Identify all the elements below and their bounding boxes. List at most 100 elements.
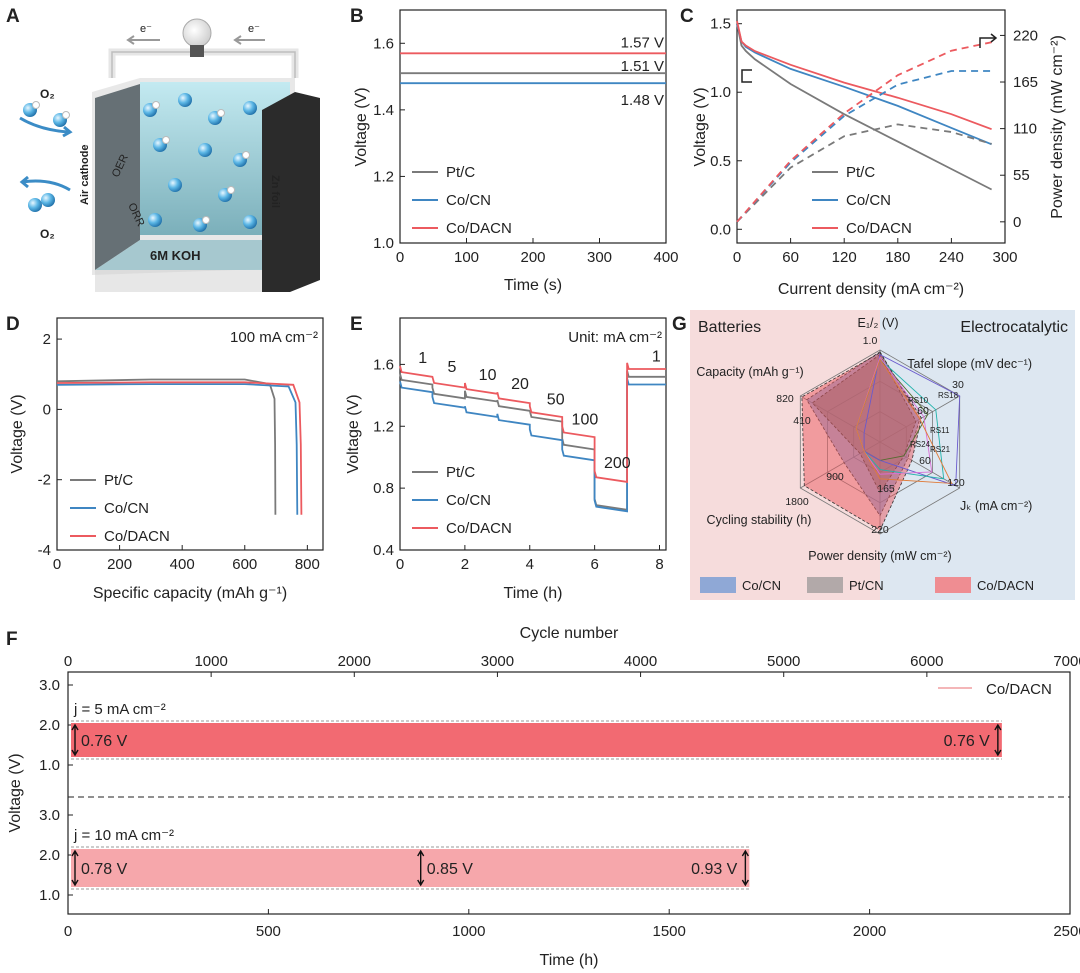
legend-label-codacn: Co/DACN: [104, 528, 170, 545]
y-tick-label: 0: [43, 401, 51, 418]
y-axis-title: Voltage (V): [9, 394, 26, 473]
polarization-cocn: [736, 23, 992, 146]
electron-arrow-left-icon: [126, 35, 160, 45]
y2-tick-label: 55: [1013, 167, 1030, 184]
reference-label: RS21: [930, 445, 951, 454]
molecule-ball: [198, 143, 212, 157]
reference-label: RS10: [908, 396, 929, 405]
y2-tick-label: 110: [1013, 121, 1037, 138]
legend-label: Co/DACN: [986, 681, 1052, 698]
panel-a: A e⁻ e⁻ Air cathode Zn foil 6M KOH OER O…: [6, 6, 320, 292]
annotation-codacn: 1.57 V: [621, 34, 664, 51]
o2-in-arrow-icon: [19, 116, 69, 134]
air-cathode: [95, 84, 140, 270]
power-cocn: [736, 70, 992, 223]
o2-label-out: O₂: [40, 227, 55, 241]
current-note: 100 mA cm⁻²: [230, 329, 318, 346]
y-tick-label: 1.0: [710, 84, 731, 101]
gap-arrow-icon: [71, 723, 79, 757]
legend-label-ptc: Pt/C: [846, 164, 875, 181]
legend-label-cocn: Co/CN: [104, 500, 149, 517]
y-tick-label: 1.0: [373, 235, 394, 252]
legend-label-codacn: Co/DACN: [446, 520, 512, 537]
step-label: 50: [547, 392, 565, 409]
x-top-tick-label: 0: [64, 653, 72, 670]
x-tick-label: 800: [295, 556, 320, 573]
x-tick-label: 600: [232, 556, 257, 573]
x-tick-label: 0: [64, 923, 72, 940]
legend-label-ptc: Pt/C: [446, 164, 475, 181]
step-label: 1: [652, 348, 661, 365]
panel-label-b: B: [350, 6, 364, 27]
legend-swatch: [935, 577, 971, 593]
x-tick-label: 180: [885, 249, 910, 266]
plot-frame: [736, 9, 1006, 244]
x-tick-label: 300: [587, 249, 612, 266]
x-tick-label: 200: [107, 556, 132, 573]
electron-label-right: e⁻: [248, 23, 260, 35]
series-codacn: [56, 381, 303, 515]
legend-label-codacn: Co/DACN: [846, 220, 912, 237]
y-tick-label: 1.2: [373, 418, 394, 435]
y-tick-label: 0.8: [373, 480, 394, 497]
y-axis-title: Voltage (V): [692, 87, 709, 166]
air-cathode-label: Air cathode: [79, 144, 91, 205]
polarization-codacn: [736, 20, 992, 131]
annotation-cocn: 1.48 V: [621, 92, 664, 109]
molecule-ball: [28, 198, 42, 212]
annotation-ptc: 1.51 V: [621, 58, 664, 75]
x-top-tick-label: 2000: [338, 653, 371, 670]
legend-label-ptc: Pt/C: [104, 472, 133, 489]
molecule-ball: [178, 93, 192, 107]
molecule-h: [217, 109, 225, 117]
x-axis-title: Current density (mA cm⁻²): [778, 281, 964, 298]
legend-swatch: [807, 577, 843, 593]
step-label: 20: [511, 376, 529, 393]
chart-d: 0 200 400 600 800 -4 -2 0 2 100 mA cm⁻² Pt/C Co/CN C…: [9, 317, 324, 602]
y-tick-label: 0.4: [373, 542, 394, 559]
step-label: 5: [447, 359, 456, 376]
step-label: 1: [418, 350, 427, 367]
x-tick-label: 240: [939, 249, 964, 266]
y-tick-label: 1.6: [373, 356, 394, 373]
legend-label-ptc: Pt/C: [446, 464, 475, 481]
y2-tick-label: 220: [1013, 27, 1038, 44]
polarization-ptc: [736, 23, 993, 191]
x-tick-label: 4: [526, 556, 534, 573]
legend-label: Pt/CN: [849, 578, 884, 593]
y-tick-label: 2.0: [39, 717, 60, 734]
y-tick-label: 1.4: [373, 102, 394, 119]
y-axis-title: Voltage (V): [353, 87, 370, 166]
series-cocn: [399, 378, 666, 513]
step-label: 200: [604, 455, 631, 472]
legend-label-codacn: Co/DACN: [446, 220, 512, 237]
current-density-label: j = 5 mA cm⁻²: [73, 701, 166, 718]
x-top-tick-label: 6000: [910, 653, 943, 670]
voltage-gap-label: 0.93 V: [691, 861, 738, 878]
molecule-ball: [243, 101, 257, 115]
cell-base: [95, 270, 262, 292]
y-axis-title: Voltage (V): [7, 753, 24, 832]
y2-axis-title: Power density (mW cm⁻²): [1049, 35, 1066, 219]
electrolyte-koh: [140, 82, 290, 235]
reference-label: RS24: [910, 440, 931, 449]
radar-tick: 1.0: [863, 335, 878, 347]
gap-arrow-icon: [71, 849, 79, 887]
x-tick-label: 2: [461, 556, 469, 573]
radar-tick-inner: 60: [917, 405, 929, 417]
right-axis-indicator-icon: [979, 33, 998, 48]
x-axis-title: Time (h): [504, 585, 563, 602]
x-top-tick-label: 7000: [1053, 653, 1080, 670]
electron-arrow-right-icon: [233, 35, 265, 45]
panel-label-f: F: [6, 629, 18, 650]
y-tick-label: -4: [38, 542, 51, 559]
molecule-h: [32, 101, 40, 109]
y-tick-label: 1.0: [39, 887, 60, 904]
radar-tick: 120: [947, 477, 965, 489]
x-tick-label: 300: [992, 249, 1017, 266]
legend-label-cocn: Co/CN: [846, 192, 891, 209]
o2-label-in: O₂: [40, 87, 55, 101]
chart-b: 0 100 200 300 400 1.0 1.2 1.4 1.6 1.57 V 1.51 V 1.4…: [353, 9, 679, 294]
